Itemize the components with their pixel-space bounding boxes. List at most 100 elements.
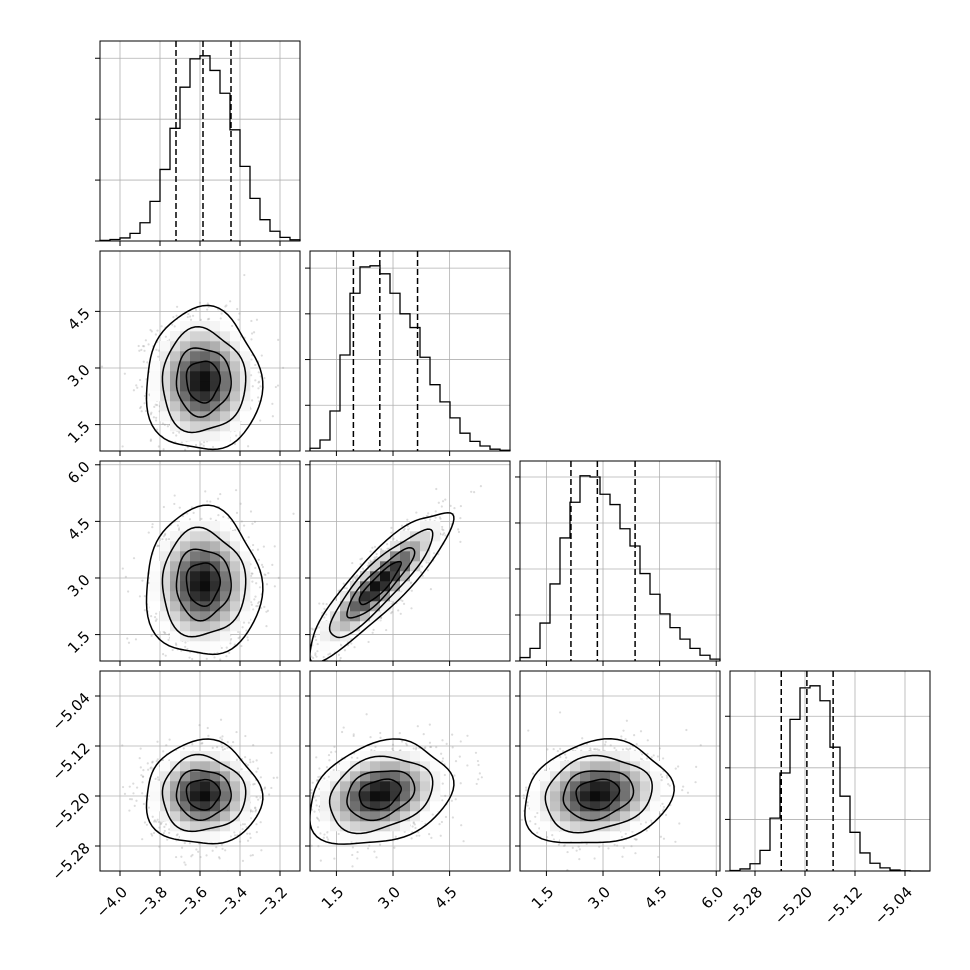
- scatter-panel-2-1: [305, 460, 511, 668]
- sample-point: [184, 448, 187, 451]
- sample-point: [277, 338, 280, 341]
- sample-point: [249, 836, 252, 840]
- sample-point: [152, 416, 156, 419]
- sample-point: [441, 500, 445, 503]
- sample-point: [271, 563, 274, 566]
- density-cell: [220, 581, 231, 592]
- sample-point: [211, 849, 214, 852]
- sample-point: [191, 657, 194, 661]
- sample-point: [235, 434, 238, 437]
- sample-point: [199, 448, 202, 451]
- sample-point: [134, 638, 138, 641]
- density-cell: [160, 351, 171, 362]
- density-cell: [430, 531, 441, 542]
- density-cell: [180, 541, 191, 552]
- density-cell: [240, 361, 251, 372]
- sample-point: [390, 602, 393, 605]
- density-cell: [160, 621, 171, 632]
- sample-point: [151, 523, 154, 526]
- sample-point: [173, 668, 175, 670]
- density-cell: [420, 541, 431, 552]
- density-cell: [200, 341, 211, 352]
- density-cell: [230, 391, 241, 402]
- density-cell: [230, 611, 241, 622]
- sample-point: [250, 338, 253, 341]
- density-cell: [160, 401, 171, 412]
- sample-point: [198, 301, 202, 304]
- density-cell: [230, 381, 241, 392]
- sample-point: [176, 524, 179, 527]
- density-cell: [200, 611, 211, 622]
- sample-point: [386, 547, 389, 550]
- density-cell: [210, 521, 221, 532]
- sample-point: [166, 425, 169, 428]
- density-cell: [400, 581, 411, 592]
- density-cell: [420, 521, 431, 532]
- sample-point: [403, 527, 406, 530]
- density-cell: [180, 581, 191, 592]
- sample-point: [163, 452, 165, 454]
- sample-point: [161, 422, 165, 425]
- sample-point: [178, 431, 181, 434]
- density-cell: [230, 561, 241, 572]
- density-cell: [240, 561, 251, 572]
- sample-point: [314, 635, 317, 638]
- sample-point: [151, 761, 154, 764]
- sample-point: [318, 602, 321, 605]
- sample-point: [329, 652, 332, 655]
- sample-point: [172, 666, 174, 668]
- density-cell: [170, 351, 181, 362]
- sample-point: [173, 325, 176, 328]
- density-cell: [370, 571, 381, 582]
- sample-point: [209, 452, 211, 454]
- density-cell: [210, 621, 221, 632]
- density-cell: [180, 521, 191, 532]
- sample-point: [217, 513, 220, 517]
- density-cell: [160, 541, 171, 552]
- sample-point: [390, 612, 393, 615]
- sample-point: [186, 664, 188, 666]
- panel-frame: [309, 250, 511, 452]
- sample-point: [257, 387, 260, 390]
- sample-point: [350, 642, 353, 645]
- sample-point: [189, 315, 192, 318]
- sample-point: [229, 637, 233, 641]
- sample-point: [355, 575, 358, 578]
- panel-frame: [309, 460, 511, 662]
- sample-point: [143, 595, 146, 598]
- sample-point: [144, 339, 147, 342]
- sample-point: [185, 456, 187, 458]
- sample-point: [202, 441, 206, 444]
- sample-point: [437, 501, 440, 504]
- sample-point: [242, 524, 246, 527]
- sample-point: [239, 502, 242, 505]
- sample-point: [442, 529, 445, 532]
- histogram-panel-1: [305, 250, 511, 456]
- density-cell: [180, 431, 191, 442]
- density-cell: [150, 591, 161, 602]
- sample-point: [258, 380, 261, 383]
- histogram-step: [519, 475, 721, 661]
- density-cell: [230, 591, 241, 602]
- sample-point: [314, 653, 317, 657]
- density-cell: [360, 621, 371, 632]
- sample-point: [143, 349, 146, 352]
- density-cell: [190, 551, 201, 562]
- density-cell: [220, 411, 231, 422]
- sample-point: [150, 330, 153, 333]
- density-cell: [180, 561, 191, 572]
- sample-point: [257, 602, 260, 605]
- sample-point: [369, 550, 372, 553]
- density-cell: [210, 321, 221, 332]
- density-cell: [190, 331, 201, 342]
- sample-point: [470, 490, 473, 493]
- sample-point: [342, 582, 345, 585]
- density-cell: [170, 541, 181, 552]
- sample-point: [174, 642, 178, 645]
- density-cell: [220, 331, 231, 342]
- density-cell: [330, 611, 341, 622]
- density-cell: [170, 371, 181, 382]
- density-cell: [170, 561, 181, 572]
- sample-point: [317, 666, 319, 668]
- density-cell: [180, 321, 191, 332]
